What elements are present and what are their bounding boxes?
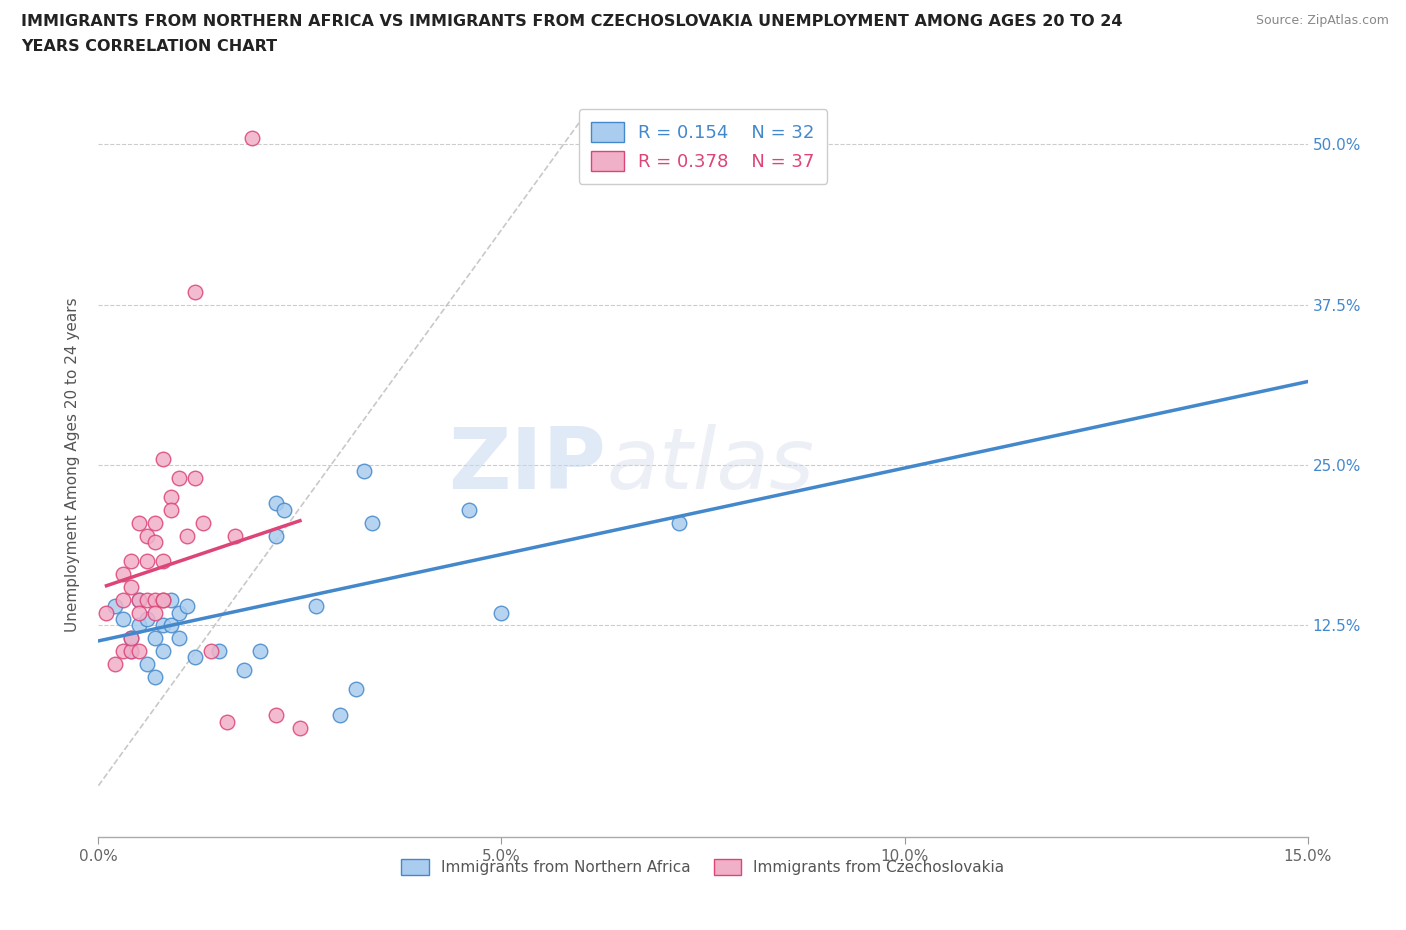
Point bbox=[152, 618, 174, 632]
Point bbox=[135, 592, 157, 607]
Point bbox=[128, 515, 150, 530]
Point bbox=[249, 644, 271, 658]
Text: Source: ZipAtlas.com: Source: ZipAtlas.com bbox=[1256, 14, 1389, 27]
Point bbox=[288, 721, 311, 736]
Point bbox=[176, 528, 198, 543]
Point bbox=[128, 592, 150, 607]
Point bbox=[305, 599, 328, 614]
Point bbox=[135, 553, 157, 568]
Text: IMMIGRANTS FROM NORTHERN AFRICA VS IMMIGRANTS FROM CZECHOSLOVAKIA UNEMPLOYMENT A: IMMIGRANTS FROM NORTHERN AFRICA VS IMMIG… bbox=[21, 14, 1122, 29]
Point bbox=[96, 605, 118, 620]
Point bbox=[160, 618, 183, 632]
Point bbox=[184, 471, 207, 485]
Point bbox=[128, 592, 150, 607]
Text: atlas: atlas bbox=[606, 423, 814, 507]
Point bbox=[240, 130, 263, 145]
Point bbox=[111, 612, 134, 627]
Point bbox=[128, 618, 150, 632]
Point bbox=[160, 502, 183, 517]
Point bbox=[143, 592, 166, 607]
Point bbox=[273, 502, 295, 517]
Point bbox=[217, 714, 239, 729]
Point bbox=[224, 528, 246, 543]
Point bbox=[176, 599, 198, 614]
Point bbox=[264, 528, 287, 543]
Point bbox=[120, 644, 142, 658]
Point bbox=[135, 657, 157, 671]
Point bbox=[167, 605, 190, 620]
Text: ZIP: ZIP bbox=[449, 423, 606, 507]
Point bbox=[353, 464, 375, 479]
Point bbox=[361, 515, 384, 530]
Point bbox=[458, 502, 481, 517]
Point bbox=[152, 451, 174, 466]
Point bbox=[128, 605, 150, 620]
Point bbox=[120, 631, 142, 645]
Text: YEARS CORRELATION CHART: YEARS CORRELATION CHART bbox=[21, 39, 277, 54]
Point bbox=[128, 644, 150, 658]
Point bbox=[200, 644, 222, 658]
Point bbox=[135, 528, 157, 543]
Point bbox=[143, 631, 166, 645]
Point bbox=[167, 631, 190, 645]
Point bbox=[135, 612, 157, 627]
Point bbox=[120, 553, 142, 568]
Point bbox=[232, 663, 254, 678]
Point bbox=[152, 592, 174, 607]
Point bbox=[184, 650, 207, 665]
Point bbox=[167, 471, 190, 485]
Point bbox=[143, 515, 166, 530]
Point bbox=[103, 657, 125, 671]
Point bbox=[491, 605, 513, 620]
Point bbox=[111, 592, 134, 607]
Point bbox=[120, 579, 142, 594]
Point bbox=[143, 670, 166, 684]
Point bbox=[120, 631, 142, 645]
Point bbox=[193, 515, 215, 530]
Point bbox=[160, 592, 183, 607]
Point bbox=[329, 708, 352, 723]
Point bbox=[152, 644, 174, 658]
Point bbox=[184, 285, 207, 299]
Y-axis label: Unemployment Among Ages 20 to 24 years: Unemployment Among Ages 20 to 24 years bbox=[65, 298, 80, 632]
Point bbox=[344, 682, 367, 697]
Point bbox=[152, 592, 174, 607]
Point bbox=[111, 566, 134, 581]
Point bbox=[152, 553, 174, 568]
Point bbox=[208, 644, 231, 658]
Point bbox=[160, 489, 183, 504]
Point bbox=[264, 496, 287, 511]
Point bbox=[120, 644, 142, 658]
Point bbox=[143, 535, 166, 550]
Point bbox=[103, 599, 125, 614]
Legend: Immigrants from Northern Africa, Immigrants from Czechoslovakia: Immigrants from Northern Africa, Immigra… bbox=[395, 853, 1011, 882]
Point bbox=[668, 515, 690, 530]
Point bbox=[111, 644, 134, 658]
Point bbox=[264, 708, 287, 723]
Point bbox=[143, 605, 166, 620]
